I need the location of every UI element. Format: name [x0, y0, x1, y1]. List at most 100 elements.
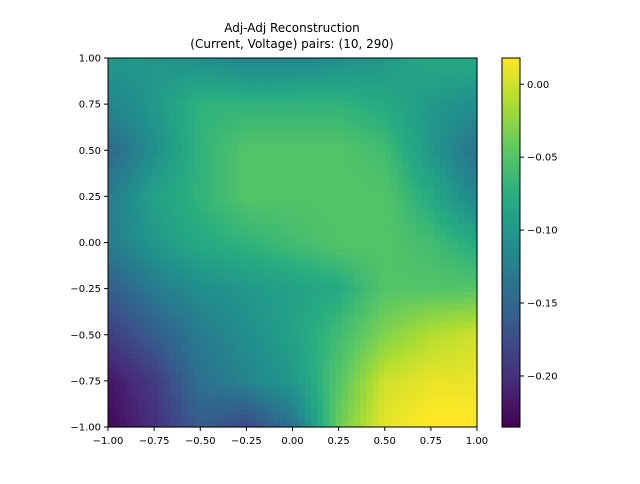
heatmap-cell: [224, 113, 232, 121]
heatmap-cell: [470, 334, 478, 342]
heatmap-cell: [397, 119, 404, 127]
heatmap-cell: [384, 334, 392, 342]
heatmap-cell: [335, 267, 343, 274]
heatmap-cell: [280, 205, 287, 213]
heatmap-cell: [200, 322, 207, 330]
heatmap-cell: [458, 156, 466, 164]
heatmap-cell: [298, 131, 306, 139]
heatmap-cell: [310, 131, 318, 139]
heatmap-cell: [378, 420, 386, 428]
heatmap-cell: [175, 390, 183, 397]
heatmap-cell: [372, 58, 380, 65]
heatmap-cell: [151, 297, 158, 305]
heatmap-cell: [181, 236, 189, 244]
heatmap-cell: [108, 291, 115, 299]
heatmap-cell: [409, 82, 417, 90]
heatmap-cell: [120, 242, 128, 250]
heatmap-cell: [403, 156, 410, 164]
heatmap-cell: [267, 224, 275, 231]
heatmap-cell: [169, 279, 177, 287]
heatmap-cell: [175, 64, 183, 71]
heatmap-cell: [464, 217, 472, 225]
heatmap-cell: [194, 328, 201, 336]
heatmap-cell: [317, 125, 324, 133]
heatmap-cell: [212, 322, 220, 330]
heatmap-cell: [470, 267, 478, 274]
heatmap-cell: [304, 174, 312, 182]
heatmap-cell: [200, 162, 207, 170]
heatmap-cell: [433, 88, 441, 96]
heatmap-cell: [249, 291, 257, 299]
heatmap-cell: [163, 131, 171, 139]
heatmap-cell: [286, 267, 294, 274]
heatmap-cell: [286, 260, 294, 268]
heatmap-cell: [446, 193, 453, 201]
heatmap-cell: [390, 88, 398, 96]
heatmap-cell: [169, 328, 177, 336]
heatmap-cell: [151, 82, 158, 90]
heatmap-cell: [409, 365, 417, 373]
x-tick-label: 0.25: [327, 436, 349, 447]
heatmap-cell: [187, 137, 195, 145]
heatmap-cell: [409, 242, 417, 250]
heatmap-cell: [286, 187, 294, 194]
heatmap-cell: [470, 88, 478, 96]
heatmap-cell: [280, 119, 287, 127]
heatmap-cell: [335, 144, 343, 151]
heatmap-cell: [310, 377, 318, 385]
heatmap-cell: [144, 224, 152, 231]
heatmap-cell: [292, 187, 300, 194]
heatmap-cell: [433, 137, 441, 145]
heatmap-cell: [169, 181, 177, 188]
heatmap-cell: [390, 70, 398, 78]
heatmap-cell: [384, 242, 392, 250]
heatmap-cell: [108, 162, 115, 170]
heatmap-cell: [421, 353, 429, 360]
heatmap-cell: [187, 334, 195, 342]
heatmap-cell: [310, 76, 318, 84]
heatmap-cell: [440, 316, 447, 324]
heatmap-cell: [181, 70, 189, 78]
colorbar-segment: [502, 168, 520, 173]
heatmap-cell: [378, 371, 386, 379]
heatmap-cell: [181, 131, 189, 139]
heatmap-cell: [187, 347, 195, 354]
heatmap-cell: [206, 107, 214, 114]
heatmap-cell: [194, 131, 201, 139]
heatmap-cell: [243, 310, 251, 317]
heatmap-cell: [157, 101, 164, 108]
heatmap-cell: [421, 254, 429, 262]
heatmap-cell: [421, 340, 429, 348]
heatmap-cell: [378, 150, 386, 157]
heatmap-cell: [261, 76, 269, 84]
heatmap-cell: [452, 137, 460, 145]
heatmap-cell: [194, 88, 201, 96]
heatmap-cell: [120, 260, 128, 268]
heatmap-cell: [335, 187, 343, 194]
heatmap-cell: [249, 254, 257, 262]
heatmap-cell: [243, 248, 251, 256]
colorbar-segment: [502, 76, 520, 81]
heatmap-cell: [317, 236, 324, 244]
heatmap-cell: [317, 285, 324, 293]
heatmap-cell: [163, 162, 171, 170]
heatmap-cell: [267, 359, 275, 367]
heatmap-cell: [427, 347, 435, 354]
heatmap-cell: [390, 291, 398, 299]
heatmap-cell: [329, 162, 337, 170]
heatmap-cell: [310, 359, 318, 367]
heatmap-cell: [446, 242, 453, 250]
heatmap-cell: [249, 310, 257, 317]
heatmap-cell: [470, 137, 478, 145]
heatmap-cell: [440, 285, 447, 293]
heatmap-cell: [335, 260, 343, 268]
heatmap-cell: [446, 359, 453, 367]
heatmap-cell: [261, 217, 269, 225]
heatmap-cell: [390, 236, 398, 244]
heatmap-cell: [249, 144, 257, 151]
heatmap-cell: [108, 420, 115, 428]
heatmap-cell: [255, 242, 263, 250]
heatmap-cell: [224, 304, 232, 311]
heatmap-cell: [181, 291, 189, 299]
heatmap-cell: [384, 260, 392, 268]
